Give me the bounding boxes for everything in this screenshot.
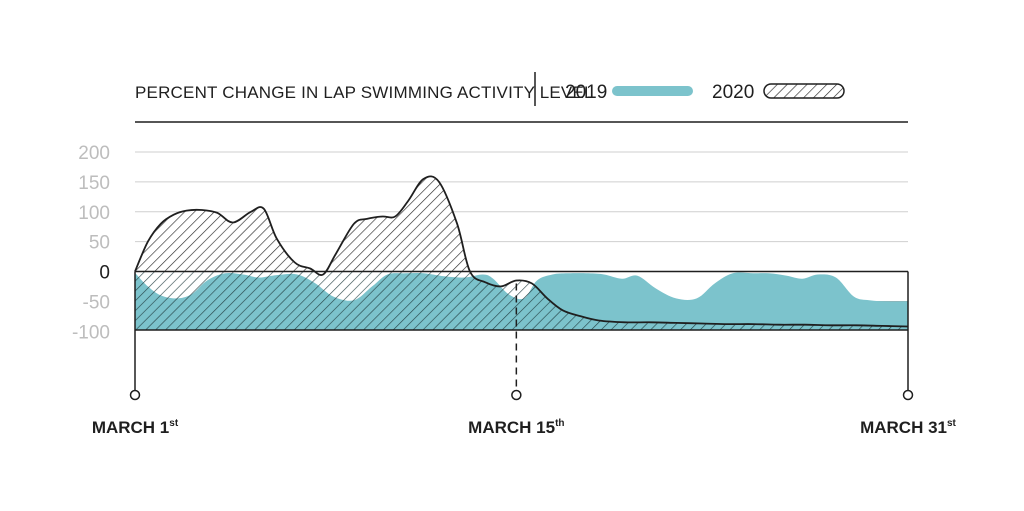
y-axis-ticks: 200 150 100 50 0 -50 -100: [72, 143, 110, 343]
series-2020-positive-area: [135, 176, 908, 272]
plot-area: [134, 175, 909, 330]
y-tick-label: 150: [78, 173, 110, 194]
y-tick-label: 50: [89, 233, 110, 254]
series-2020-area: [135, 176, 908, 330]
chart-title: PERCENT CHANGE IN LAP SWIMMING ACTIVITY …: [135, 83, 594, 102]
legend: 2019 2020: [565, 82, 845, 103]
x-tick-label: MARCH 31st: [860, 418, 956, 437]
y-tick-label: 0: [99, 263, 110, 284]
legend-label-2019: 2019: [565, 82, 607, 103]
x-marker-dot: [129, 389, 141, 401]
x-marker-dot: [902, 389, 914, 401]
y-tick-label: 200: [78, 143, 110, 164]
series-2020-line: [134, 175, 909, 328]
x-tick-label: MARCH 15th: [468, 418, 564, 437]
x-marker-dot: [511, 389, 522, 401]
legend-swatch-2020: [763, 83, 845, 99]
y-tick-label: 100: [78, 203, 110, 224]
x-axis-markers: MARCH 1st MARCH 15th MARCH 31st: [92, 271, 957, 437]
y-tick-label: -50: [83, 292, 110, 313]
y-tick-label: -100: [72, 322, 110, 343]
x-tick-label: MARCH 1st: [92, 418, 179, 437]
legend-label-2020: 2020: [712, 82, 754, 103]
